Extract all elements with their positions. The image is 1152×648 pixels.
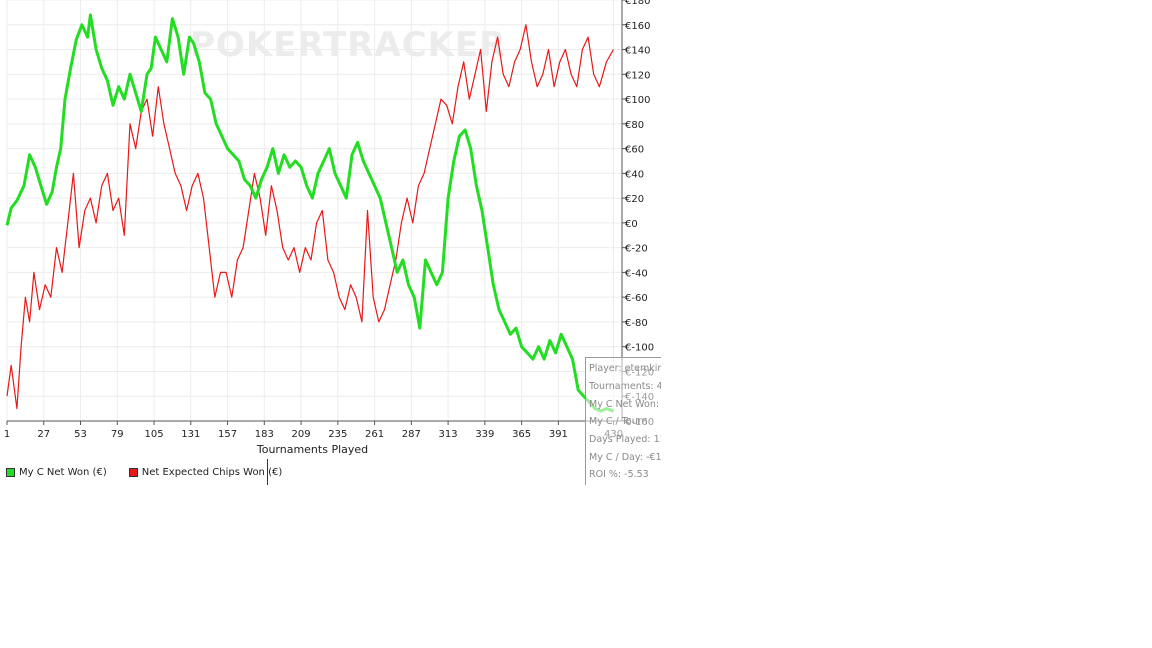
stats-net-won: My C Net Won: - [589, 399, 661, 410]
y-tick-label: €-20 [625, 244, 648, 255]
x-tick-label: 209 [292, 429, 311, 440]
x-tick-label: 53 [74, 429, 87, 440]
stats-player: Player: etemkin [589, 363, 661, 374]
x-tick-label: 183 [255, 429, 274, 440]
y-tick-label: €-40 [625, 268, 648, 279]
y-tick-label: €0 [625, 219, 638, 230]
y-tick-label: €60 [625, 145, 644, 156]
chart-series [5, 13, 615, 413]
x-tick-label: 287 [402, 429, 421, 440]
x-axis: 1 27 53 79 105 131 157 183 209 235 261 287 313 339 365… [4, 421, 623, 440]
legend-label-expected-chips: Net Expected Chips Won (€) [141, 466, 283, 478]
y-tick-label: €120 [625, 70, 650, 81]
legend-label-net-won: My C Net Won (€) [19, 466, 107, 478]
y-tick-label: €80 [625, 120, 644, 131]
stats-tournaments: Tournaments: 43 [589, 381, 661, 392]
legend-divider [267, 459, 268, 485]
stats-roi: ROI %: -5.53 [589, 469, 649, 480]
x-axis-title: Tournaments Played [256, 443, 368, 456]
y-tick-label: €140 [625, 46, 650, 57]
legend-swatch-red [128, 467, 138, 477]
x-tick-label: 339 [475, 429, 494, 440]
stats-per-tourn: My C / Tourn [589, 416, 648, 427]
stats-tooltip-panel: Player: etemkin Tournaments: 43 My C Net… [585, 357, 661, 485]
legend-swatch-green [6, 467, 15, 477]
x-tick-label: 235 [328, 429, 347, 440]
y-tick-label: €-60 [625, 293, 648, 304]
y-tick-label: €40 [625, 169, 644, 180]
x-tick-label: 157 [218, 429, 237, 440]
x-tick-label: 261 [365, 429, 384, 440]
y-tick-label: €20 [625, 194, 644, 205]
chart-grid [6, 0, 623, 422]
stats-per-day: My C / Day: -€12 [589, 452, 661, 463]
x-tick-label: 131 [181, 429, 200, 440]
series-line-expected-chips [6, 24, 615, 410]
legend-item-net-won[interactable]: My C Net Won (€) [6, 467, 107, 478]
y-tick-label: €-100 [625, 343, 654, 354]
watermark-logo: POKERTRACKER [190, 25, 506, 65]
legend-item-expected-chips[interactable]: Net Expected Chips Won (€) [128, 466, 283, 478]
y-tick-label: €180 [625, 0, 650, 7]
y-tick-label: €100 [625, 95, 650, 106]
x-tick-label: 391 [549, 429, 568, 440]
x-tick-label: 1 [4, 429, 10, 440]
x-tick-label: 365 [512, 429, 531, 440]
x-tick-label: 313 [439, 429, 458, 440]
x-tick-label: 27 [37, 429, 50, 440]
y-tick-label: €160 [625, 21, 650, 32]
series-line-net-won [5, 13, 614, 413]
stats-days-played: Days Played: 11 [589, 434, 661, 445]
chart-legend: My C Net Won (€) Net Expected Chips Won … [6, 459, 304, 485]
x-tick-label: 105 [144, 429, 163, 440]
y-tick-label: €-80 [625, 318, 648, 329]
x-tick-label: 79 [111, 429, 124, 440]
